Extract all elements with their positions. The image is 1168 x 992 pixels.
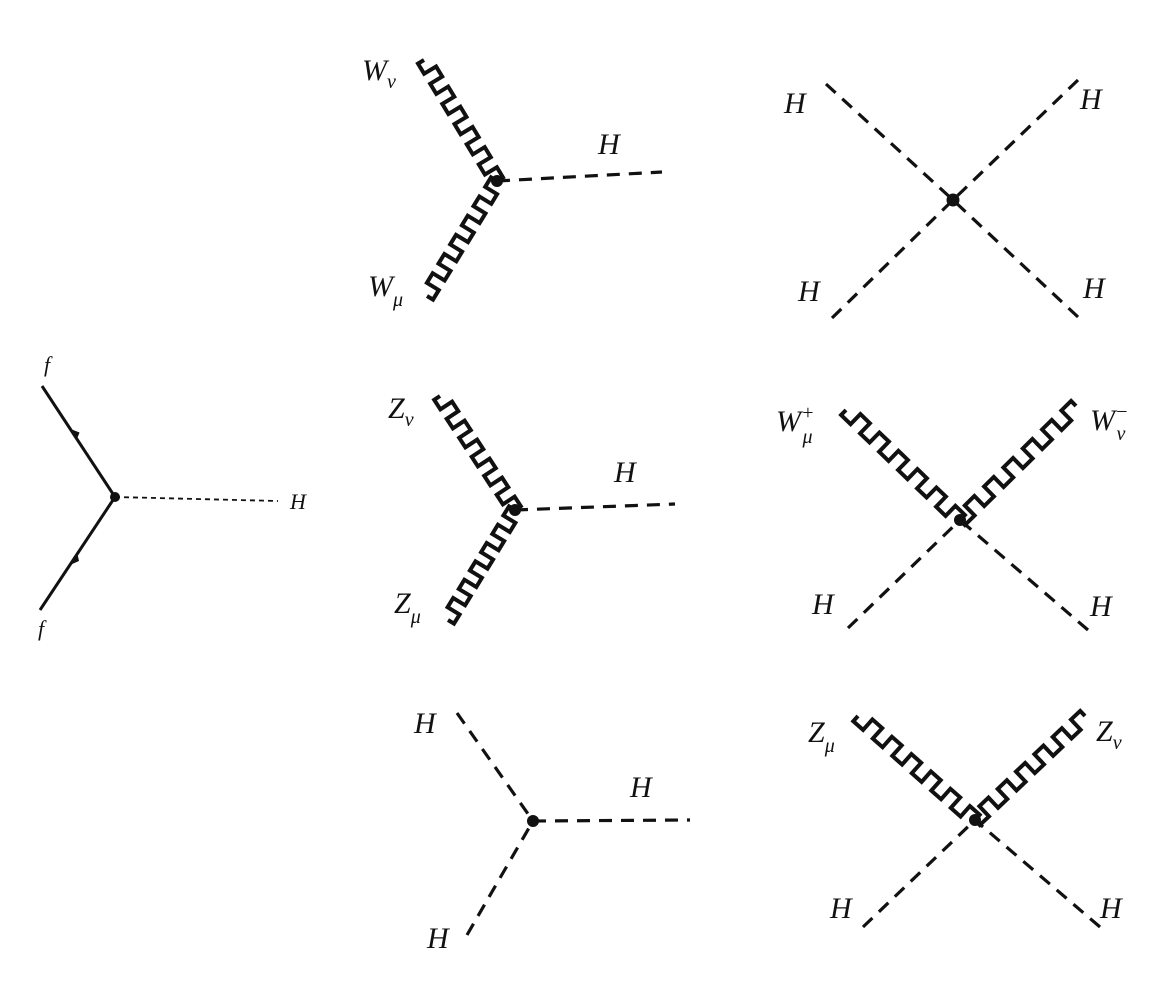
higgs-line-top-left: [824, 82, 955, 202]
arrow-bottom: [70, 552, 79, 565]
z-boson-line-bottom: [444, 503, 519, 627]
label-w-right: W− ν: [1090, 401, 1129, 445]
diagram-ffh: f f H: [38, 352, 307, 641]
arrow-top: [69, 428, 80, 440]
label-h-top-right: H: [1079, 83, 1104, 116]
diagram-hhhh: H H H H: [783, 78, 1107, 320]
vertex: [527, 815, 539, 827]
diagram-hhh: H H H: [413, 707, 691, 955]
higgs-line-bottom: [465, 820, 535, 936]
higgs-line-top-right: [951, 78, 1080, 202]
higgs-line-bottom-right: [951, 198, 1080, 319]
z-boson-line-right: [973, 708, 1087, 828]
label-f-top: f: [44, 352, 53, 377]
label-h: H: [613, 456, 638, 489]
label-h-bottom-left: H: [797, 275, 822, 308]
diagram-zzhh: Zμ Zν H H: [808, 708, 1124, 929]
z-boson-line-left: [850, 714, 983, 822]
label-h: H: [597, 128, 622, 161]
label-w-top: Wν: [362, 54, 396, 93]
z-boson-line-top: [431, 394, 524, 512]
higgs-line: [514, 502, 676, 512]
w-boson-line-left: [838, 408, 968, 522]
label-z-left: Zμ: [808, 716, 835, 757]
label-h-right: H: [629, 771, 654, 804]
w-boson-line-bottom: [424, 174, 500, 303]
higgs-line-right: [958, 518, 1090, 632]
label-z-bottom: Zμ: [394, 587, 421, 628]
label-h-bottom-right: H: [1082, 272, 1107, 305]
label-h-left: H: [829, 892, 854, 925]
diagram-zzh: Zν Zμ H: [388, 392, 676, 628]
diagram-wwh: Wν Wμ H: [362, 54, 663, 311]
diagram-wwhh: W+ μ W− ν H H: [776, 398, 1129, 632]
label-z-right: Zν: [1096, 715, 1122, 754]
label-h-right: H: [1089, 590, 1114, 623]
higgs-line: [496, 170, 663, 183]
label-h: H: [289, 489, 307, 514]
label-w-left: W+ μ: [776, 402, 815, 448]
label-w-bottom: Wμ: [368, 270, 403, 311]
label-z-top: Zν: [388, 392, 414, 431]
vertex: [946, 193, 960, 207]
higgs-line-left: [861, 818, 977, 929]
vertex: [491, 175, 503, 187]
label-f-bottom: f: [38, 616, 47, 641]
label-h-right: H: [1099, 892, 1124, 925]
higgs-line: [114, 496, 279, 502]
higgs-line-left: [846, 518, 962, 630]
w-boson-line-top: [415, 58, 506, 183]
label-h-top: H: [413, 707, 438, 740]
fermion-line-top: [40, 385, 117, 498]
higgs-line-bottom-left: [830, 198, 955, 320]
higgs-line-right: [532, 818, 691, 823]
w-boson-line-right: [958, 398, 1078, 528]
label-h-top-left: H: [783, 87, 808, 120]
vertex: [509, 504, 521, 516]
higgs-line-right: [973, 818, 1102, 929]
label-h-left: H: [811, 588, 836, 621]
fermion-line-bottom: [38, 496, 117, 611]
vertex: [954, 514, 966, 526]
vertex: [969, 814, 981, 826]
higgs-line-top: [455, 712, 535, 822]
vertex: [110, 492, 120, 502]
label-h-bottom: H: [426, 922, 451, 955]
